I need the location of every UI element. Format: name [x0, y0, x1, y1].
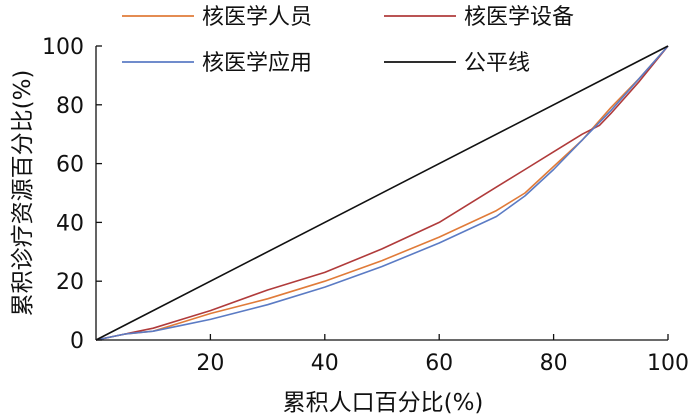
legend-label-3: 公平线 — [464, 51, 530, 76]
y-tick-label: 80 — [56, 94, 84, 119]
y-tick-label: 40 — [56, 211, 84, 236]
y-tick-label: 20 — [56, 270, 84, 295]
series-line-3 — [95, 45, 669, 341]
x-tick-label: 20 — [196, 351, 224, 376]
x-tick-label: 60 — [425, 351, 453, 376]
y-axis-title: 累积诊疗资源百分比(%) — [10, 70, 36, 317]
series-line-1 — [95, 45, 669, 341]
x-tick-label: 40 — [311, 351, 339, 376]
y-tick-label: 60 — [56, 153, 84, 178]
x-axis-title: 累积人口百分比(%) — [283, 390, 484, 416]
legend-label-2: 核医学应用 — [202, 51, 312, 76]
series-line-2 — [95, 45, 669, 341]
x-tick-label: 80 — [540, 351, 568, 376]
series-line-0 — [95, 45, 669, 341]
axes: 0 20 40 60 80 100 20 40 60 80 100 — [42, 35, 689, 376]
legend-label-0: 核医学人员 — [202, 5, 312, 30]
legend-label-1: 核医学设备 — [464, 5, 574, 30]
y-tick-label: 0 — [70, 329, 84, 354]
y-tick-label: 100 — [42, 35, 84, 60]
plot-area — [95, 45, 669, 341]
x-tick-label: 100 — [647, 351, 689, 376]
